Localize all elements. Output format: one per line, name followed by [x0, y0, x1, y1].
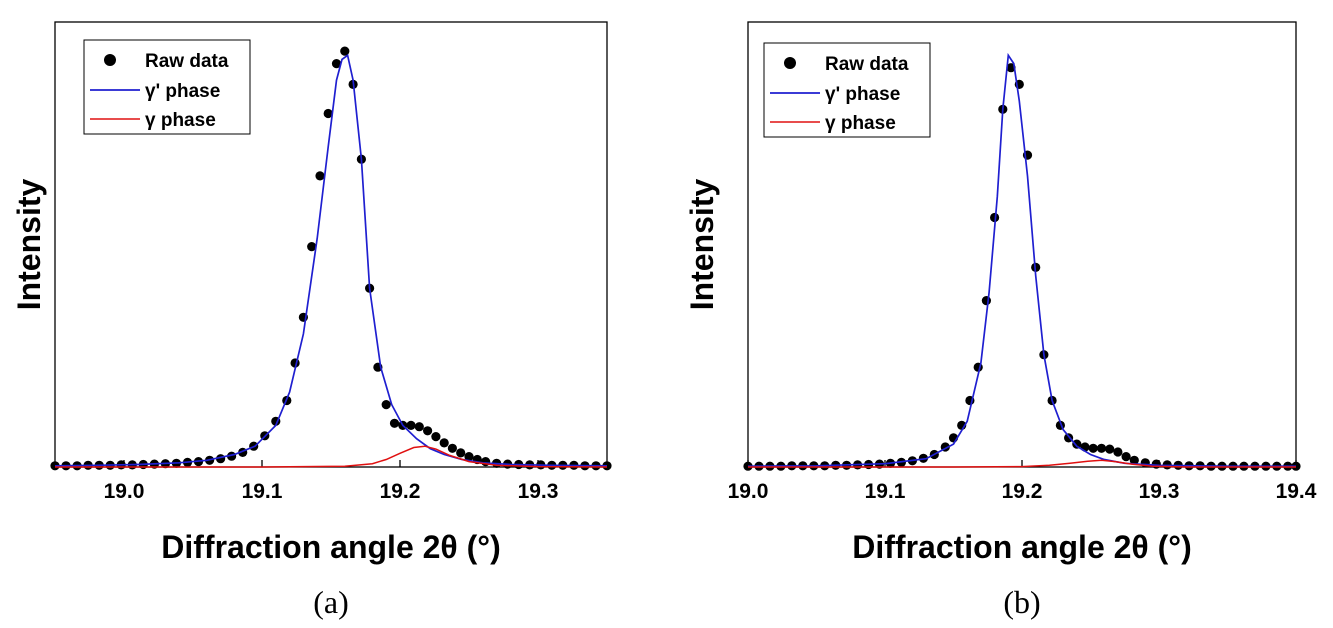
raw-data-point	[1121, 452, 1131, 462]
raw-data-point	[1113, 447, 1123, 457]
x-tick-label: 19.4	[1276, 480, 1317, 503]
raw-data-point	[990, 212, 1000, 223]
raw-data-point	[1096, 443, 1107, 453]
y-axis-title-a: Intensity	[11, 179, 47, 311]
raw-data-point	[981, 296, 992, 306]
raw-data-point	[340, 46, 350, 56]
raw-data-point	[464, 452, 474, 462]
gamma-curve-a	[55, 445, 608, 468]
legend-a: Raw data γ' phase γ phase	[83, 39, 251, 135]
x-tick-label: 19.0	[104, 480, 145, 503]
legend-label-gamma-a: γ phase	[145, 110, 216, 131]
panel-label-b: (b)	[1003, 584, 1040, 620]
x-tick-label: 19.0	[728, 480, 769, 503]
x-tick-label: 19.1	[865, 480, 906, 503]
raw-data-point	[414, 422, 424, 432]
raw-data-point	[381, 400, 391, 410]
x-tick-label: 19.3	[1139, 480, 1180, 503]
legend-label-gamma-prime-b: γ' phase	[825, 84, 900, 105]
x-tick-label: 19.1	[242, 480, 283, 503]
legend-label-gamma-b: γ phase	[825, 113, 896, 134]
raw-data-point	[1072, 439, 1082, 449]
legend-label-gamma-prime-a: γ' phase	[145, 81, 220, 102]
gamma-prime-curve-b	[747, 52, 1296, 468]
x-axis-title-b: Diffraction angle 2θ (°)	[852, 529, 1191, 565]
legend-label-raw-b: Raw data	[825, 54, 909, 75]
raw-data-point	[389, 418, 400, 428]
raw-data-point	[423, 426, 433, 436]
x-axis-title-a: Diffraction angle 2θ (°)	[161, 529, 500, 565]
chart-panel-a: 19.0 19.1 19.2 19.3 Raw data γ' phase γ pha…	[11, 21, 612, 620]
legend-b: Raw data γ' phase γ phase	[763, 42, 931, 138]
legend-label-raw-a: Raw data	[145, 51, 229, 72]
raw-data-point	[431, 432, 441, 442]
raw-data-point	[331, 59, 342, 69]
y-axis-title-b: Intensity	[684, 179, 720, 311]
raw-data-point	[1151, 459, 1161, 469]
raw-data-point	[447, 443, 457, 453]
panel-label-a: (a)	[313, 584, 349, 620]
raw-data-point	[1129, 455, 1139, 465]
legend-marker-raw-b	[784, 57, 796, 69]
raw-data-point	[315, 171, 325, 181]
raw-data-point	[1105, 444, 1115, 454]
x-ticks-b: 19.0 19.1 19.2 19.3 19.4	[728, 460, 1317, 503]
gamma-curve-b	[748, 459, 1296, 468]
legend-marker-raw-a	[104, 54, 116, 66]
raw-data-point	[456, 448, 466, 458]
x-tick-label: 19.2	[1002, 480, 1043, 503]
raw-data-point	[1088, 443, 1098, 453]
x-tick-label: 19.3	[518, 480, 559, 503]
raw-data-point	[323, 108, 333, 119]
raw-data-point	[307, 242, 317, 252]
x-ticks-a: 19.0 19.1 19.2 19.3	[104, 460, 559, 503]
raw-data-point	[439, 438, 449, 448]
chart-panel-b: 19.0 19.1 19.2 19.3 19.4 Raw data γ' phase γ…	[684, 21, 1317, 620]
x-tick-label: 19.2	[380, 480, 421, 503]
raw-data-point	[406, 420, 416, 430]
